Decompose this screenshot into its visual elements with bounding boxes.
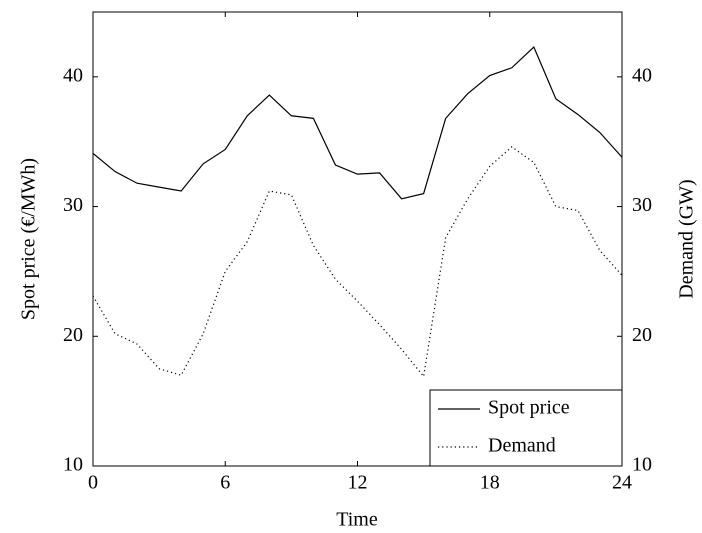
legend-box [429, 389, 623, 467]
series-line [92, 45, 623, 200]
y-tick-label: 30 [63, 194, 83, 216]
x-tick-label: 18 [480, 472, 500, 494]
y2-tick-label: 20 [632, 324, 652, 346]
x-tick-label: 24 [612, 472, 632, 494]
y2-tick-label: 40 [632, 64, 652, 86]
x-tick-label: 6 [220, 472, 230, 494]
x-tick-label: 0 [88, 472, 98, 494]
x-tick-label: 12 [348, 472, 368, 494]
x-axis-label: Time [336, 509, 378, 531]
y2-tick-label: 10 [632, 454, 652, 476]
y2-tick-label: 30 [632, 194, 652, 216]
y-tick-label: 40 [63, 64, 83, 86]
y-axis-label: Spot price (€/MWh) [18, 158, 40, 320]
legend-label: Demand [488, 435, 556, 457]
y2-axis-label: Demand (GW) [676, 179, 698, 298]
series-line [92, 146, 623, 378]
y-tick-label: 10 [63, 454, 83, 476]
y-tick-label: 20 [63, 324, 83, 346]
legend-label: Spot price [488, 397, 570, 419]
